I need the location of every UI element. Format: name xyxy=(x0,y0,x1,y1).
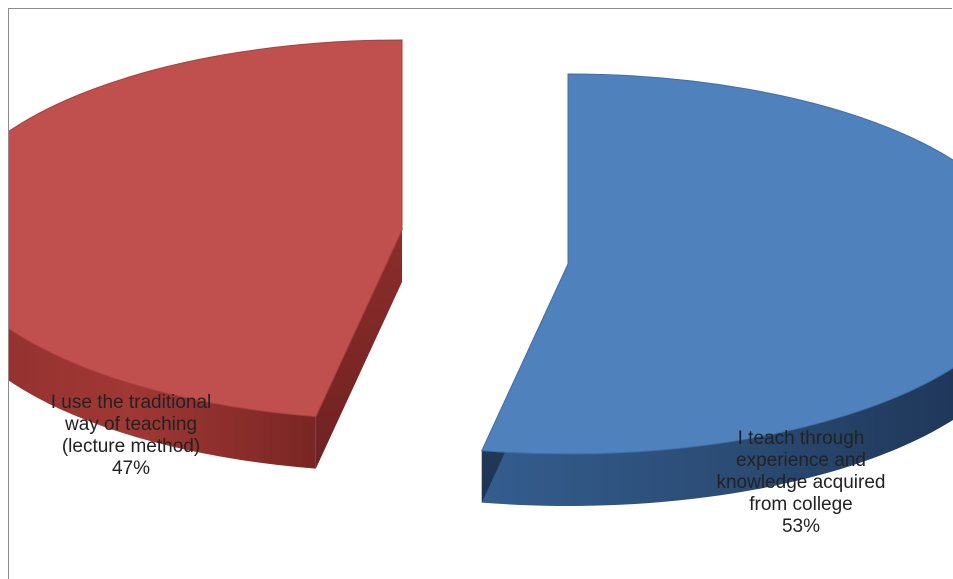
slice-side-wall xyxy=(9,328,316,469)
slice-side-wall xyxy=(481,367,953,506)
slice-cut-face xyxy=(315,230,402,469)
slice-label-lecture: I use the traditional way of teaching (l… xyxy=(36,392,226,480)
slice-label-percent: 47% xyxy=(111,458,151,479)
slice-label-experience: I teach through experience and knowledge… xyxy=(706,428,896,538)
slice-label-text: I use the traditional way of teaching (l… xyxy=(50,392,212,457)
slice-label-percent: 53% xyxy=(781,516,821,537)
slice-label-text: I teach through experience and knowledge… xyxy=(716,428,886,515)
pie-slice xyxy=(481,73,953,455)
pie-slice xyxy=(9,39,403,418)
